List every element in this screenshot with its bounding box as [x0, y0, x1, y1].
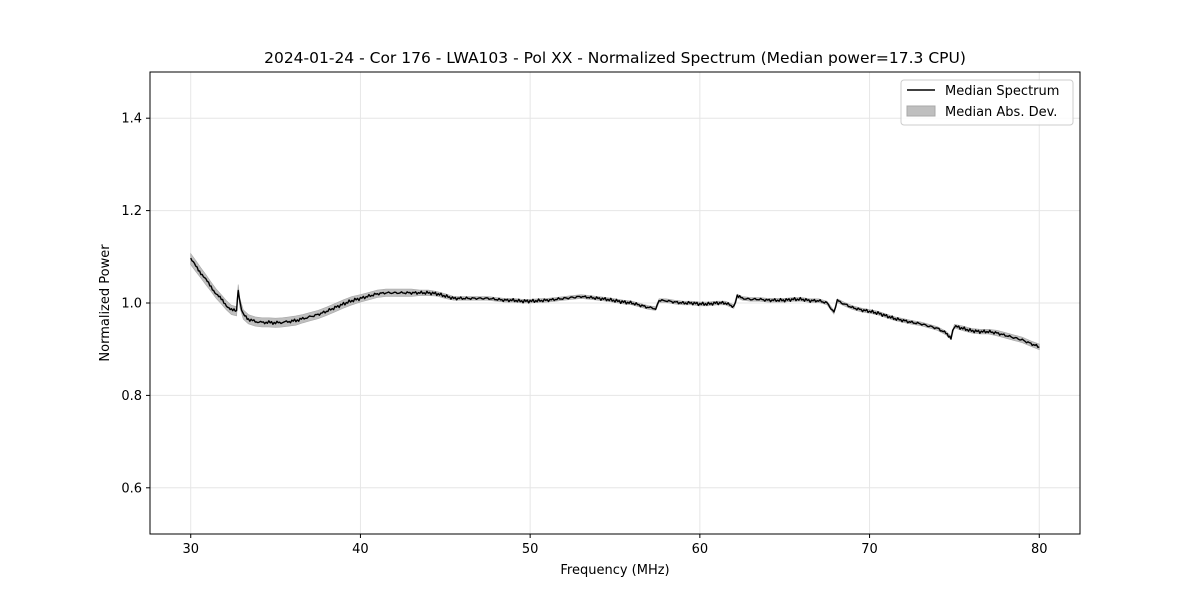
x-tick-label: 80	[1031, 542, 1048, 557]
y-axis-label: Normalized Power	[98, 244, 113, 362]
median-spectrum-line	[190, 257, 1040, 348]
x-axis-ticks: 30 40 50 60 70 80	[182, 534, 1048, 557]
x-tick-label: 30	[182, 542, 199, 557]
legend-box	[900, 79, 1074, 126]
y-tick-label: 1.4	[121, 112, 142, 127]
y-axis-ticks: 0.6 0.8 1.0 1.2 1.4	[121, 112, 150, 496]
x-axis-label: Frequency (MHz)	[560, 563, 669, 578]
x-tick-label: 50	[522, 542, 539, 557]
median-line-layer	[190, 257, 1040, 348]
legend-band-swatch	[906, 105, 936, 117]
x-tick-label: 60	[692, 542, 709, 557]
legend-label-mad: Median Abs. Dev.	[945, 105, 1057, 120]
y-tick-label: 1.2	[121, 204, 142, 219]
x-tick-label: 40	[352, 542, 369, 557]
y-tick-label: 1.0	[121, 297, 142, 312]
legend: Median Spectrum Median Abs. Dev.	[900, 79, 1074, 126]
y-tick-label: 0.6	[121, 481, 142, 496]
chart-title: 2024-01-24 - Cor 176 - LWA103 - Pol XX -…	[264, 49, 966, 67]
legend-label-median: Median Spectrum	[945, 84, 1059, 99]
x-tick-label: 70	[861, 542, 878, 557]
y-tick-label: 0.8	[121, 389, 142, 404]
